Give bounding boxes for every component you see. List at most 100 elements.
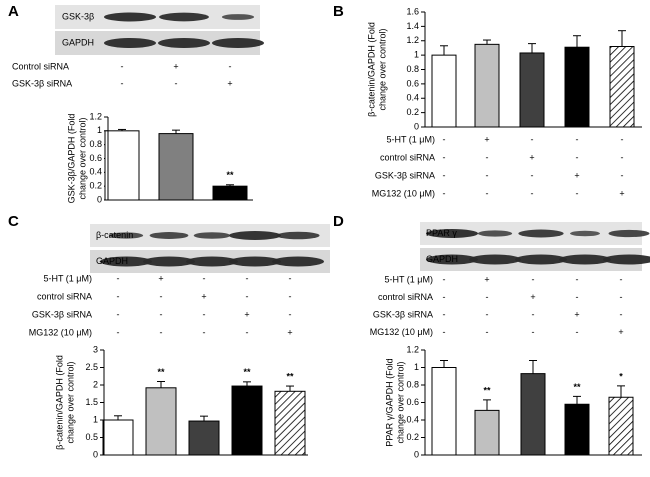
blot-band (426, 229, 478, 238)
blot-band (518, 229, 564, 238)
treatment-sign: - (160, 309, 163, 319)
bar (564, 403, 590, 456)
bar (474, 43, 500, 128)
y-tick-label: 0.6 (406, 397, 419, 407)
treatment-label: Control siRNA (12, 61, 69, 71)
significance-label: ** (243, 367, 251, 377)
y-tick-label: 1.4 (406, 21, 419, 31)
bar (431, 367, 457, 456)
y-tick-label: 1 (414, 362, 419, 372)
treatment-sign: - (289, 273, 292, 283)
error-bar (440, 45, 448, 56)
error-bar (618, 30, 626, 47)
treatment-sign: - (443, 134, 446, 144)
y-axis-title: change over control) (377, 28, 387, 110)
blot-band (104, 12, 156, 22)
treatment-sign: + (484, 274, 489, 284)
blot-label: β-catenin (96, 230, 133, 240)
y-tick-label: 0.4 (406, 93, 419, 103)
treatment-sign: - (621, 152, 624, 162)
treatment-sign: - (443, 327, 446, 337)
treatment-sign: - (620, 274, 623, 284)
significance-label: ** (226, 170, 234, 180)
bar (520, 373, 546, 456)
treatment-sign: + (227, 78, 232, 88)
y-tick-label: 3 (93, 344, 98, 354)
treatment-label: control siRNA (37, 291, 92, 301)
treatment-sign: + (574, 170, 579, 180)
treatment-sign: - (486, 292, 489, 302)
treatment-sign: - (160, 327, 163, 337)
blot-band (570, 230, 600, 237)
blot-label: GAPDH (62, 37, 94, 47)
y-tick-label: 0.4 (89, 167, 102, 177)
treatment-sign: - (486, 152, 489, 162)
y-tick-label: 0.8 (406, 379, 419, 389)
treatment-label: control siRNA (378, 292, 433, 302)
treatment-sign: - (246, 291, 249, 301)
error-bar (172, 129, 180, 134)
treatment-sign: - (532, 274, 535, 284)
y-tick-label: 1.5 (85, 397, 98, 407)
blot-band (477, 230, 513, 237)
treatment-sign: - (246, 273, 249, 283)
treatment-sign: - (531, 134, 534, 144)
y-tick-label: 1 (414, 50, 419, 60)
bar (104, 130, 140, 201)
treatment-sign: - (443, 274, 446, 284)
blot-band (193, 232, 231, 239)
treatment-label: 5-HT (1 μM) (43, 273, 92, 283)
treatment-sign: - (443, 292, 446, 302)
y-tick-label: 0 (414, 121, 419, 131)
error-bar (483, 399, 491, 411)
y-tick-label: 0.8 (406, 64, 419, 74)
treatment-sign: - (486, 309, 489, 319)
treatment-sign: - (203, 327, 206, 337)
significance-label: ** (286, 371, 294, 381)
treatment-sign: + (619, 188, 624, 198)
treatment-sign: - (576, 327, 579, 337)
blot-band (515, 254, 567, 265)
error-bar (157, 381, 165, 388)
y-axis-title: β-catenin/GAPDH (Fold (366, 22, 376, 117)
y-axis-title: change over control) (395, 361, 405, 443)
bar (474, 409, 500, 456)
y-tick-label: 0.6 (406, 78, 419, 88)
treatment-sign: - (229, 61, 232, 71)
y-axis-title: change over control) (77, 117, 87, 199)
y-tick-label: 0 (414, 449, 419, 459)
y-tick-label: 2.5 (85, 362, 98, 372)
treatment-sign: - (289, 309, 292, 319)
treatment-sign: - (620, 309, 623, 319)
error-bar (573, 35, 581, 48)
treatment-sign: + (484, 134, 489, 144)
treatment-sign: + (618, 327, 623, 337)
treatment-sign: - (160, 291, 163, 301)
blot-band (143, 256, 195, 267)
y-tick-label: 0.6 (89, 153, 102, 163)
y-axis-title: β-catenin/GAPDH (Fold (54, 355, 64, 450)
panel-letter: C (8, 213, 19, 230)
blot-band (272, 256, 324, 267)
y-tick-label: 1.2 (406, 35, 419, 45)
treatment-sign: - (621, 170, 624, 180)
y-axis-title: change over control) (65, 361, 75, 443)
bar (608, 396, 634, 456)
y-tick-label: 0.2 (406, 432, 419, 442)
treatment-sign: - (576, 134, 579, 144)
treatment-sign: - (121, 61, 124, 71)
treatment-sign: - (443, 170, 446, 180)
bar (102, 419, 134, 456)
blot-band (221, 14, 255, 20)
treatment-label: GSK-3β siRNA (373, 309, 433, 319)
treatment-sign: - (620, 292, 623, 302)
treatment-sign: - (486, 170, 489, 180)
panel-letter: B (333, 3, 344, 20)
y-tick-label: 1.2 (406, 344, 419, 354)
treatment-sign: + (287, 327, 292, 337)
treatment-sign: - (289, 291, 292, 301)
treatment-sign: - (443, 309, 446, 319)
y-tick-label: 0.4 (406, 414, 419, 424)
error-bar (286, 385, 294, 392)
